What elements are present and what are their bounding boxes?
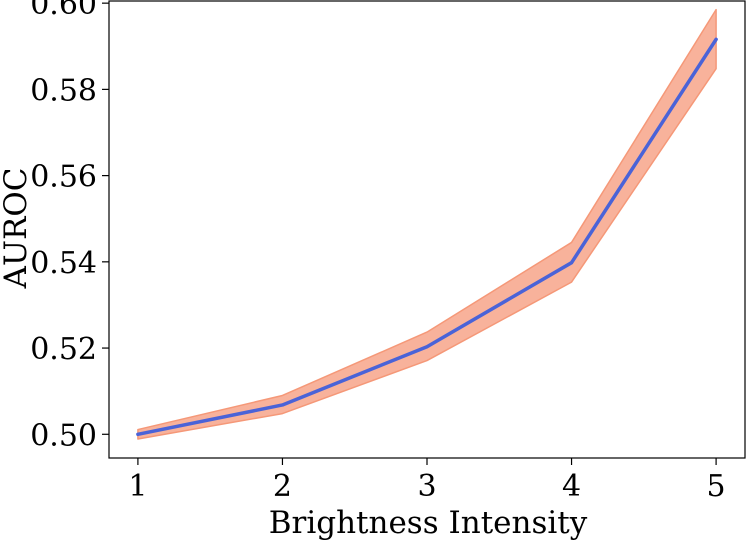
plot-area xyxy=(136,8,718,440)
axes-frame xyxy=(108,0,746,459)
y-tick-label: 0.50 xyxy=(30,418,97,453)
confidence-band xyxy=(137,8,717,440)
series-line xyxy=(136,37,718,437)
data-point xyxy=(136,432,140,436)
data-point xyxy=(570,261,574,265)
y-tick-label: 0.58 xyxy=(30,73,97,108)
y-axis-label: AUROC xyxy=(0,168,34,290)
x-axis-label: Brightness Intensity xyxy=(269,505,588,541)
axes: 1 2 3 4 5 0.50 0.52 0.54 0.56 0.58 0.60 xyxy=(30,0,746,504)
x-tick-label: 4 xyxy=(562,469,581,504)
x-tick-label: 1 xyxy=(128,469,147,504)
x-tick-label: 5 xyxy=(707,469,726,504)
y-tick-label: 0.54 xyxy=(30,246,97,281)
y-tick-label: 0.60 xyxy=(30,0,97,22)
y-tick-label: 0.52 xyxy=(30,332,97,367)
x-tick-label: 2 xyxy=(273,469,292,504)
data-point xyxy=(280,403,284,407)
y-tick-label: 0.56 xyxy=(30,160,97,195)
data-point xyxy=(714,37,718,41)
data-point xyxy=(425,345,429,349)
x-tick-label: 3 xyxy=(417,469,436,504)
